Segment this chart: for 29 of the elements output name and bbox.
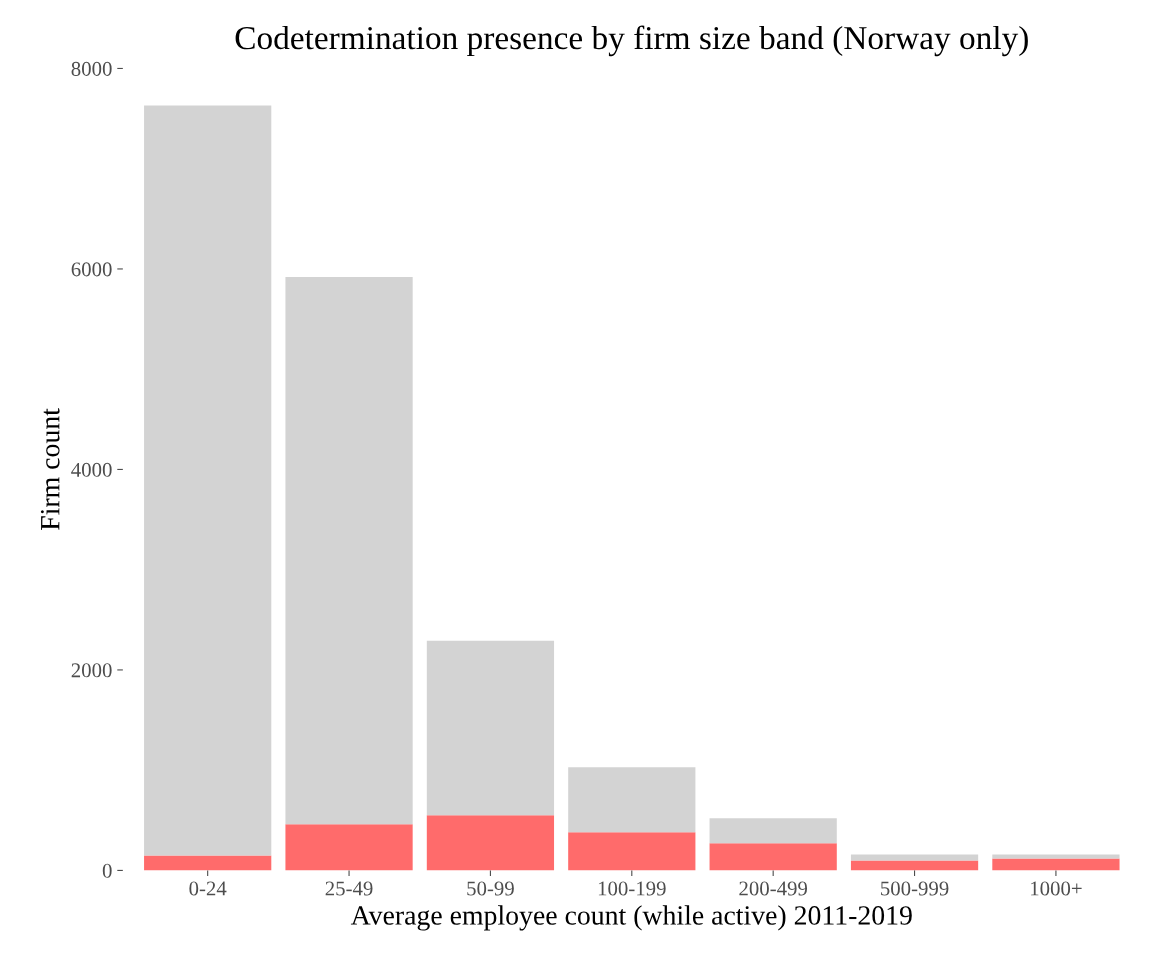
y-tick-label: 6000	[71, 262, 112, 277]
x-tick-label: 0-24	[189, 881, 227, 896]
chart-title: Codetermination presence by firm size band (Norway only)	[235, 25, 1028, 57]
x-tick-label: 1000+	[1031, 881, 1082, 896]
x-axis-title: Average employee count (while active) 2011-2019	[350, 905, 912, 931]
bar	[144, 855, 272, 871]
bar	[709, 818, 837, 844]
bar	[709, 843, 837, 871]
x-tick-label: 25-49	[325, 881, 373, 896]
bar	[992, 854, 1120, 859]
y-tick-label: 2000	[71, 663, 112, 678]
bar	[568, 767, 696, 833]
bar	[568, 832, 696, 871]
y-tick-label: 8000	[71, 61, 112, 76]
y-tick-label: 4000	[71, 462, 112, 477]
y-tick-label: 0	[102, 863, 112, 878]
bar	[426, 640, 555, 816]
bar	[285, 824, 413, 871]
bar	[285, 276, 413, 825]
x-tick-label: 100-199	[598, 881, 666, 896]
bar	[850, 854, 979, 861]
y-axis-title: Firm count	[40, 408, 60, 530]
bar	[850, 860, 979, 871]
x-tick-label: 200-499	[739, 881, 808, 896]
bar	[426, 815, 555, 871]
x-tick-label: 50-99	[467, 881, 514, 896]
bar	[992, 858, 1120, 871]
bar	[144, 105, 272, 856]
x-tick-label: 500-999	[881, 881, 949, 896]
